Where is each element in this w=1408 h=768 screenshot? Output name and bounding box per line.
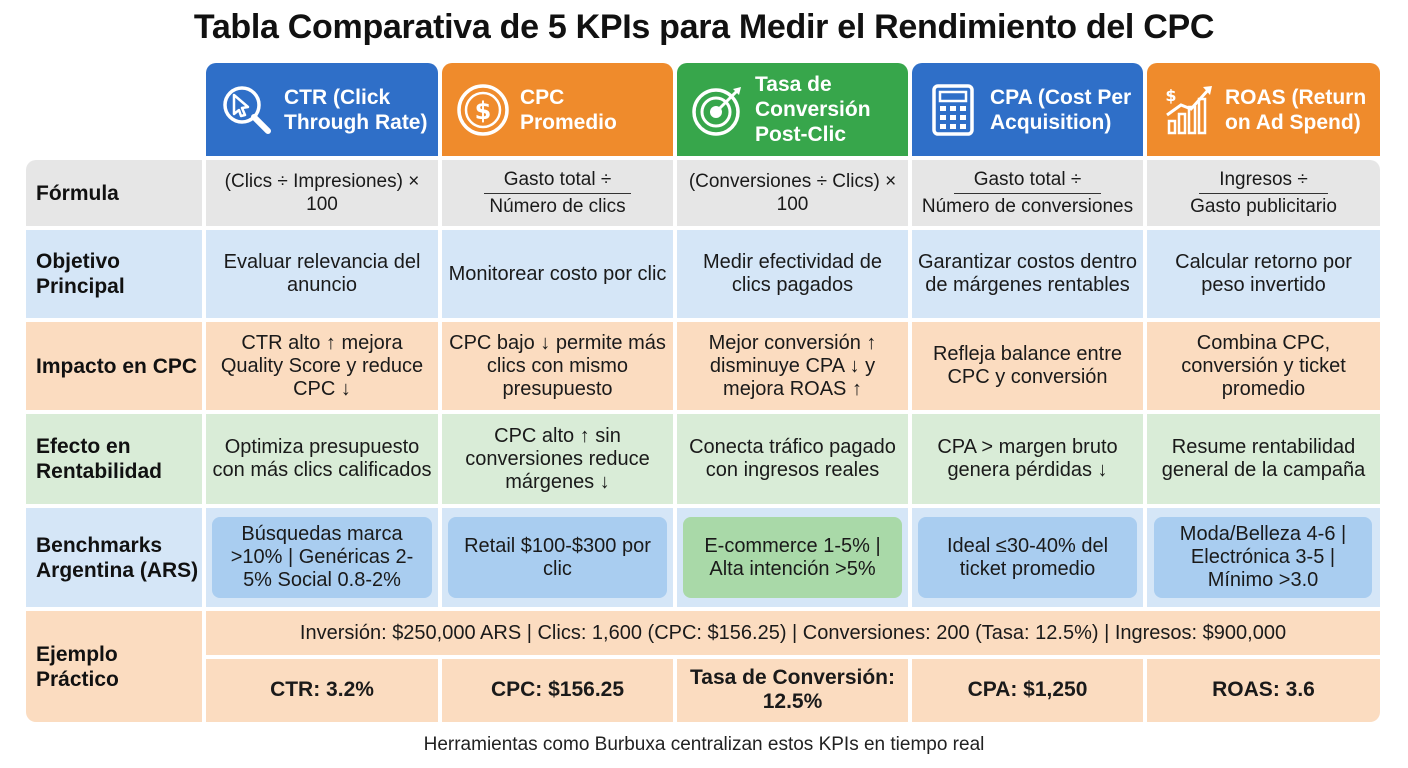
row-label-objetivo: Objetivo Principal <box>36 250 125 298</box>
efecto-cell: Resume rentabilidad general de la campañ… <box>1161 436 1366 481</box>
efecto-cell: CPC alto ↑ sin conversiones reduce márge… <box>465 424 650 493</box>
formula-cell: Ingresos ÷ Gasto publicitario <box>1147 160 1380 226</box>
formula-cell: Gasto total ÷ Número de clics <box>442 160 673 226</box>
objetivo-cell: Monitorear costo por clic <box>448 262 667 285</box>
benchmark-badge: E-commerce 1-5% | Alta intención >5% <box>683 517 902 598</box>
row-label-formula: Fórmula <box>36 181 119 205</box>
formula-denominator: Gasto publicitario <box>1190 195 1337 217</box>
formula-cell: Gasto total ÷ Número de conversiones <box>912 160 1143 226</box>
objetivo-cell: Medir efectividad de clics pagados <box>703 251 882 296</box>
formula-cell: (Clics ÷ Impresiones) × 100 <box>224 171 420 215</box>
benchmark-badge: Retail $100-$300 por clic <box>448 517 667 598</box>
impacto-row <box>26 322 1380 410</box>
dollar-coin-icon: $ <box>454 81 512 139</box>
column-header-label: CPC Promedio <box>520 85 617 134</box>
impacto-cell: Combina CPC, conversión y ticket promedi… <box>1181 331 1346 400</box>
impacto-cell: Mejor conversión ↑ disminuye CPA ↓ y mej… <box>708 331 877 400</box>
formula-numerator: Gasto total ÷ <box>953 169 1102 194</box>
formula-denominator: Número de clics <box>489 195 626 217</box>
page-title: Tabla Comparativa de 5 KPIs para Medir e… <box>193 8 1215 46</box>
efecto-row <box>26 414 1380 504</box>
benchmark-badge: Ideal ≤30-40% del ticket promedio <box>918 517 1137 598</box>
column-header-cpa: CPA (Cost Per Acquisition) <box>912 63 1143 156</box>
example-result: CTR: 3.2% <box>270 677 374 701</box>
column-header-roas: $ ROAS (Return on Ad Spend) <box>1147 63 1380 156</box>
column-header-ctr: CTR (Click Through Rate) <box>206 63 438 156</box>
svg-text:$: $ <box>1165 86 1176 105</box>
formula-numerator: Ingresos ÷ <box>1199 169 1328 194</box>
formula-numerator: Gasto total ÷ <box>483 169 632 194</box>
cursor-magnifier-icon <box>218 81 276 139</box>
column-header-label: CTR (Click Through Rate) <box>284 85 428 134</box>
efecto-cell: Conecta tráfico pagado con ingresos real… <box>689 436 896 481</box>
impacto-cell: CPC bajo ↓ permite más clics con mismo p… <box>449 331 666 400</box>
column-header-label: ROAS (Return on Ad Spend) <box>1225 85 1367 134</box>
example-result: CPA: $1,250 <box>967 677 1088 701</box>
example-result: ROAS: 3.6 <box>1212 677 1315 701</box>
efecto-cell: Optimiza presupuesto con más clics calif… <box>212 436 432 481</box>
impacto-cell: Refleja balance entre CPC y conversión <box>932 343 1122 388</box>
impacto-cell: CTR alto ↑ mejora Quality Score y reduce… <box>220 331 424 400</box>
objetivo-row <box>26 230 1380 318</box>
row-label-efecto: Efecto en Rentabilidad <box>36 435 163 483</box>
objetivo-cell: Garantizar costos dentro de márgenes ren… <box>918 251 1137 296</box>
formula-denominator: Número de conversiones <box>921 195 1134 217</box>
footer-note: Herramientas como Burbuxa centralizan es… <box>423 734 985 755</box>
example-result: CPC: $156.25 <box>490 677 625 701</box>
row-label-ejemplo: Ejemplo Práctico <box>36 642 119 691</box>
example-summary: Inversión: $250,000 ARS | Clics: 1,600 (… <box>299 621 1287 644</box>
calculator-icon <box>924 81 982 139</box>
objetivo-cell: Calcular retorno por peso invertido <box>1175 251 1352 296</box>
benchmark-badge: Búsquedas marca >10% | Genéricas 2-5% So… <box>212 517 432 598</box>
column-header-label: Tasa de Conversión Post-Clic <box>755 73 871 146</box>
column-header-cpc: $ CPC Promedio <box>442 63 673 156</box>
benchmark-badge: Moda/Belleza 4-6 | Electrónica 3-5 | Mín… <box>1154 517 1372 598</box>
example-result: Tasa de Conversión: 12.5% <box>690 665 895 713</box>
row-label-impacto: Impacto en CPC <box>36 354 198 378</box>
objetivo-cell: Evaluar relevancia del anuncio <box>223 251 421 296</box>
ejemplo-row <box>26 611 1380 722</box>
formula-row <box>26 160 1380 226</box>
svg-text:$: $ <box>475 97 492 125</box>
column-header-conversion: Tasa de Conversión Post-Clic <box>677 63 908 156</box>
efecto-cell: CPA > margen bruto genera pérdidas ↓ <box>937 436 1118 481</box>
growth-chart-icon: $ <box>1159 81 1217 139</box>
column-header-label: CPA (Cost Per Acquisition) <box>990 85 1132 134</box>
row-label-benchmarks: Benchmarks Argentina (ARS) <box>36 533 199 582</box>
formula-cell: (Conversiones ÷ Clics) × 100 <box>688 171 897 215</box>
target-arrow-icon <box>689 81 747 139</box>
